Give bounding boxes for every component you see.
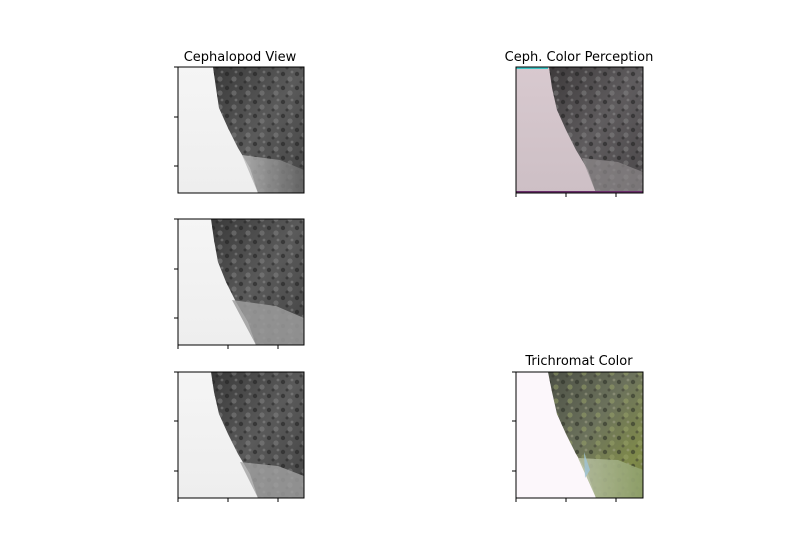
axis-ticks <box>515 193 617 197</box>
axes-frame <box>515 371 644 499</box>
axis-ticks <box>174 66 178 167</box>
image-cephalopod-view <box>178 67 304 193</box>
axes-frame <box>177 66 305 194</box>
panel-cephalopod-view: Cephalopod View <box>174 50 305 194</box>
panel-title-cephalopod-view: Cephalopod View <box>184 50 297 65</box>
image-grayscale-3 <box>178 372 304 498</box>
axis-ticks <box>512 371 617 502</box>
image-trichromat-color <box>516 372 643 498</box>
axis-ticks <box>174 218 279 349</box>
panel-grayscale-3 <box>174 371 305 502</box>
panel-title-trichromat-color: Trichromat Color <box>524 354 633 369</box>
panel-title-ceph-color-perception: Ceph. Color Perception <box>505 50 654 65</box>
panel-grayscale-2 <box>174 218 305 349</box>
axes-frame <box>177 371 305 499</box>
image-ceph-color-perception <box>516 67 643 193</box>
panel-ceph-color-perception: Ceph. Color Perception <box>505 50 654 197</box>
axis-ticks <box>174 371 279 502</box>
panel-trichromat-color: Trichromat Color <box>512 354 644 502</box>
image-grayscale-2 <box>178 219 304 345</box>
axes-frame <box>177 218 305 346</box>
axes-frame <box>515 66 644 194</box>
